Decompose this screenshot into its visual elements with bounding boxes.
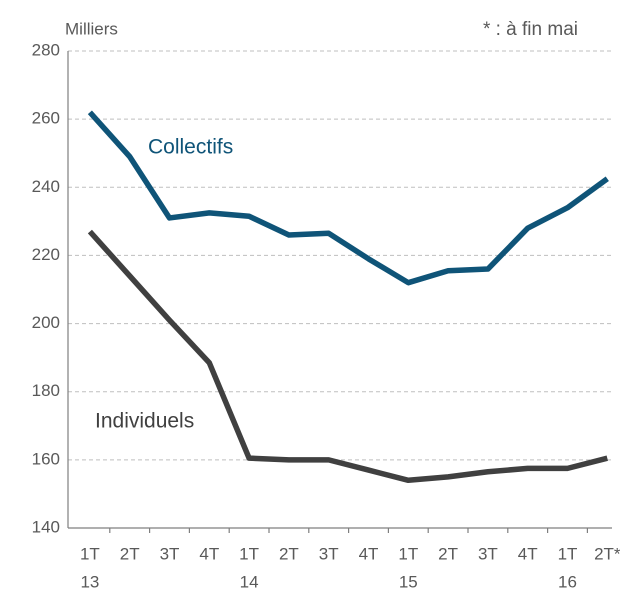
- series-line: [87, 229, 608, 484]
- year-label: 16: [558, 572, 577, 591]
- x-tick-label: 3T: [160, 544, 180, 563]
- y-tick-label: 180: [32, 381, 60, 400]
- y-tick-label: 280: [32, 40, 60, 59]
- x-tick-label: 2T*: [594, 544, 620, 563]
- year-label: 15: [399, 572, 418, 591]
- series-label: Collectifs: [148, 136, 233, 159]
- year-label: 14: [240, 572, 259, 591]
- x-tick-label: 1T: [239, 544, 259, 563]
- x-tick-label: 4T: [518, 544, 538, 563]
- y-tick-label: 260: [32, 109, 60, 128]
- x-tick-label: 2T: [120, 544, 140, 563]
- x-tick-label: 1T: [558, 544, 578, 563]
- x-tick-label: 1T: [80, 544, 100, 563]
- y-tick-label: 160: [32, 449, 60, 468]
- x-tick-label: 3T: [478, 544, 498, 563]
- year-label: 13: [80, 572, 99, 591]
- x-tick-label: 4T: [199, 544, 219, 563]
- x-tick-label: 3T: [319, 544, 339, 563]
- x-tick-label: 4T: [359, 544, 379, 563]
- y-tick-label: 240: [32, 177, 60, 196]
- series-line: [87, 110, 609, 286]
- x-tick-label: 2T: [279, 544, 299, 563]
- unit-label: Milliers: [65, 19, 118, 38]
- x-tick-label: 1T: [398, 544, 418, 563]
- x-tick-label: 2T: [438, 544, 458, 563]
- note: * : à fin mai: [483, 19, 578, 40]
- y-tick-label: 140: [32, 517, 60, 536]
- series-label: Individuels: [95, 410, 194, 433]
- y-tick-label: 220: [32, 245, 60, 264]
- y-tick-label: 200: [32, 313, 60, 332]
